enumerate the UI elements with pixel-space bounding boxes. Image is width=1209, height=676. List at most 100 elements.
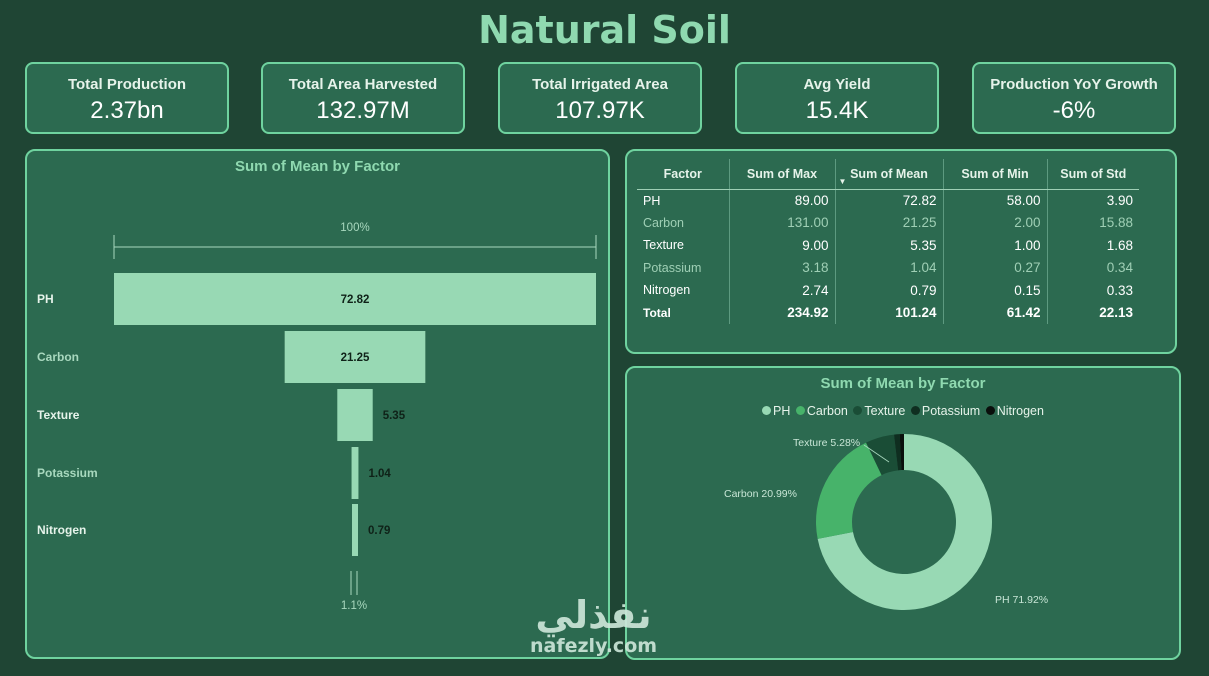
funnel-category-label: Potassium: [37, 466, 98, 480]
donut-slice-potassium[interactable]: [894, 434, 902, 471]
legend-item-texture[interactable]: Texture: [853, 404, 905, 418]
donut-label-carbon: Carbon 20.99%: [724, 488, 797, 500]
funnel-chart: 100% PH 72.82 Carbon 21.25 Texture 5.35 Potass…: [37, 222, 597, 612]
table-cell: 0.33: [1046, 279, 1139, 302]
table-cell: 1.04: [834, 256, 943, 279]
matrix-table-panel[interactable]: Factor Sum of Max Sum of Mean ▼ Sum of M…: [625, 149, 1177, 354]
column-header-label: Sum of Mean: [850, 166, 928, 181]
donut-slice-carbon[interactable]: [816, 442, 882, 539]
donut-slice-texture[interactable]: [866, 434, 899, 476]
kpi-value: 132.97M: [316, 97, 410, 124]
table-cell: 3.18: [728, 256, 835, 279]
kpi-value: 107.97K: [555, 97, 645, 124]
funnel-data-label: 72.82: [341, 294, 370, 306]
table-cell: 61.42: [942, 301, 1047, 324]
donut-label-ph: PH 71.92%: [995, 594, 1048, 606]
funnel-chart-panel[interactable]: Sum of Mean by Factor 100% PH 72.82 Carbon…: [25, 149, 610, 659]
funnel-bar-carbon[interactable]: [284, 331, 426, 383]
funnel-top-percent: 100%: [340, 222, 369, 234]
legend-label: Texture: [864, 404, 906, 418]
table-row[interactable]: Carbon 131.00 21.25 2.00 15.88: [637, 211, 1139, 234]
kpi-label: Total Area Harvested: [288, 76, 438, 93]
donut-label-texture: Texture 5.28%: [793, 437, 860, 449]
texture-leader-line: [863, 444, 890, 463]
table-header-row: Factor Sum of Max Sum of Mean ▼ Sum of M…: [637, 159, 1139, 190]
table-cell: 0.34: [1046, 256, 1139, 279]
kpi-label: Total Irrigated Area: [532, 76, 668, 93]
table-cell: 101.24: [834, 301, 943, 324]
table-cell: Carbon: [643, 215, 684, 230]
watermark-arabic: نفذلي: [535, 593, 652, 637]
column-header-sum-of-std[interactable]: Sum of Std: [1046, 159, 1139, 190]
table-cell: Nitrogen: [643, 283, 691, 298]
funnel-category-label: Nitrogen: [37, 523, 86, 537]
funnel-data-label: 5.35: [383, 410, 406, 422]
table-cell: 1.00: [942, 234, 1047, 257]
watermark-latin: nafezly.com: [530, 635, 658, 657]
legend-label: Potassium: [921, 404, 981, 418]
table-row[interactable]: Texture 9.00 5.35 1.00 1.68: [637, 234, 1139, 257]
table-cell: 1.68: [1046, 234, 1139, 257]
kpi-label: Total Production: [67, 76, 187, 93]
legend-dot-icon: [853, 406, 863, 415]
column-header-sum-of-max[interactable]: Sum of Max: [728, 159, 835, 190]
kpi-label: Production YoY Growth: [990, 76, 1158, 93]
table-cell: 234.92: [728, 301, 835, 324]
funnel-bar-potassium[interactable]: [351, 447, 359, 499]
table-cell: 72.82: [834, 189, 943, 212]
table-cell: Total: [643, 305, 671, 320]
legend-item-nitrogen[interactable]: Nitrogen: [985, 404, 1044, 418]
table-cell: 3.90: [1046, 189, 1139, 212]
table-cell: 0.79: [834, 279, 943, 302]
table-cell: 131.00: [728, 211, 835, 234]
donut-legend: PH Carbon Texture Potassium Nitrogen: [627, 404, 1179, 418]
table-cell: 58.00: [942, 189, 1047, 212]
table-cell: 9.00: [728, 234, 835, 257]
legend-dot-icon: [762, 406, 772, 415]
funnel-bar-ph[interactable]: [114, 273, 596, 325]
donut-chart-title: Sum of Mean by Factor: [820, 375, 986, 392]
funnel-bar-texture[interactable]: [337, 389, 373, 441]
donut-slice-nitrogen[interactable]: [899, 434, 904, 471]
funnel-category-label: Texture: [37, 408, 80, 422]
kpi-value: -6%: [1052, 97, 1096, 124]
table-cell: 89.00: [728, 189, 835, 212]
column-header-sum-of-mean[interactable]: Sum of Mean ▼: [834, 159, 943, 190]
table-row[interactable]: PH 89.00 72.82 58.00 3.90: [637, 189, 1139, 212]
funnel-data-label: 21.25: [341, 352, 370, 364]
legend-item-carbon[interactable]: Carbon: [795, 404, 848, 418]
legend-item-potassium[interactable]: Potassium: [910, 404, 981, 418]
table-cell: 2.00: [942, 211, 1047, 234]
donut-chart: Texture 5.28% Carbon 20.99% PH 71.92%: [724, 434, 1048, 610]
table-cell: 22.13: [1046, 301, 1139, 324]
table-row[interactable]: Nitrogen 2.74 0.79 0.15 0.33: [637, 279, 1139, 302]
kpi-card-production-yoy-growth[interactable]: Production YoY Growth -6%: [972, 62, 1176, 134]
table-cell: Texture: [643, 238, 684, 253]
donut-chart-panel[interactable]: Sum of Mean by Factor PH Carbon Texture …: [625, 366, 1181, 660]
legend-dot-icon: [985, 406, 995, 415]
kpi-card-total-area-harvested[interactable]: Total Area Harvested 132.97M: [261, 62, 465, 134]
table-total-row: Total 234.92 101.24 61.42 22.13: [637, 301, 1139, 324]
column-header-sum-of-min[interactable]: Sum of Min: [942, 159, 1047, 190]
table-cell: 21.25: [834, 211, 943, 234]
kpi-card-total-irrigated-area[interactable]: Total Irrigated Area 107.97K: [498, 62, 702, 134]
table-cell: 15.88: [1046, 211, 1139, 234]
kpi-card-avg-yield[interactable]: Avg Yield 15.4K: [735, 62, 939, 134]
funnel-data-label: 1.04: [368, 468, 391, 480]
watermark-logo: نفذلي nafezly.com: [530, 595, 657, 657]
donut-slice-ph[interactable]: [817, 434, 992, 610]
funnel-bar-nitrogen[interactable]: [352, 504, 358, 556]
table-cell: 5.35: [834, 234, 943, 257]
legend-item-ph[interactable]: PH: [762, 404, 790, 418]
table-row[interactable]: Potassium 3.18 1.04 0.27 0.34: [637, 256, 1139, 279]
matrix-table: Factor Sum of Max Sum of Mean ▼ Sum of M…: [637, 159, 1139, 324]
funnel-chart-title: Sum of Mean by Factor: [234, 158, 401, 175]
kpi-card-total-production[interactable]: Total Production 2.37bn: [25, 62, 229, 134]
funnel-category-label: PH: [37, 292, 54, 306]
funnel-category-label: Carbon: [37, 350, 79, 364]
column-header-factor[interactable]: Factor: [637, 159, 729, 190]
legend-label: PH: [773, 404, 791, 418]
kpi-value: 15.4K: [805, 97, 869, 124]
legend-label: Nitrogen: [996, 404, 1044, 418]
funnel-data-label: 0.79: [368, 525, 390, 537]
